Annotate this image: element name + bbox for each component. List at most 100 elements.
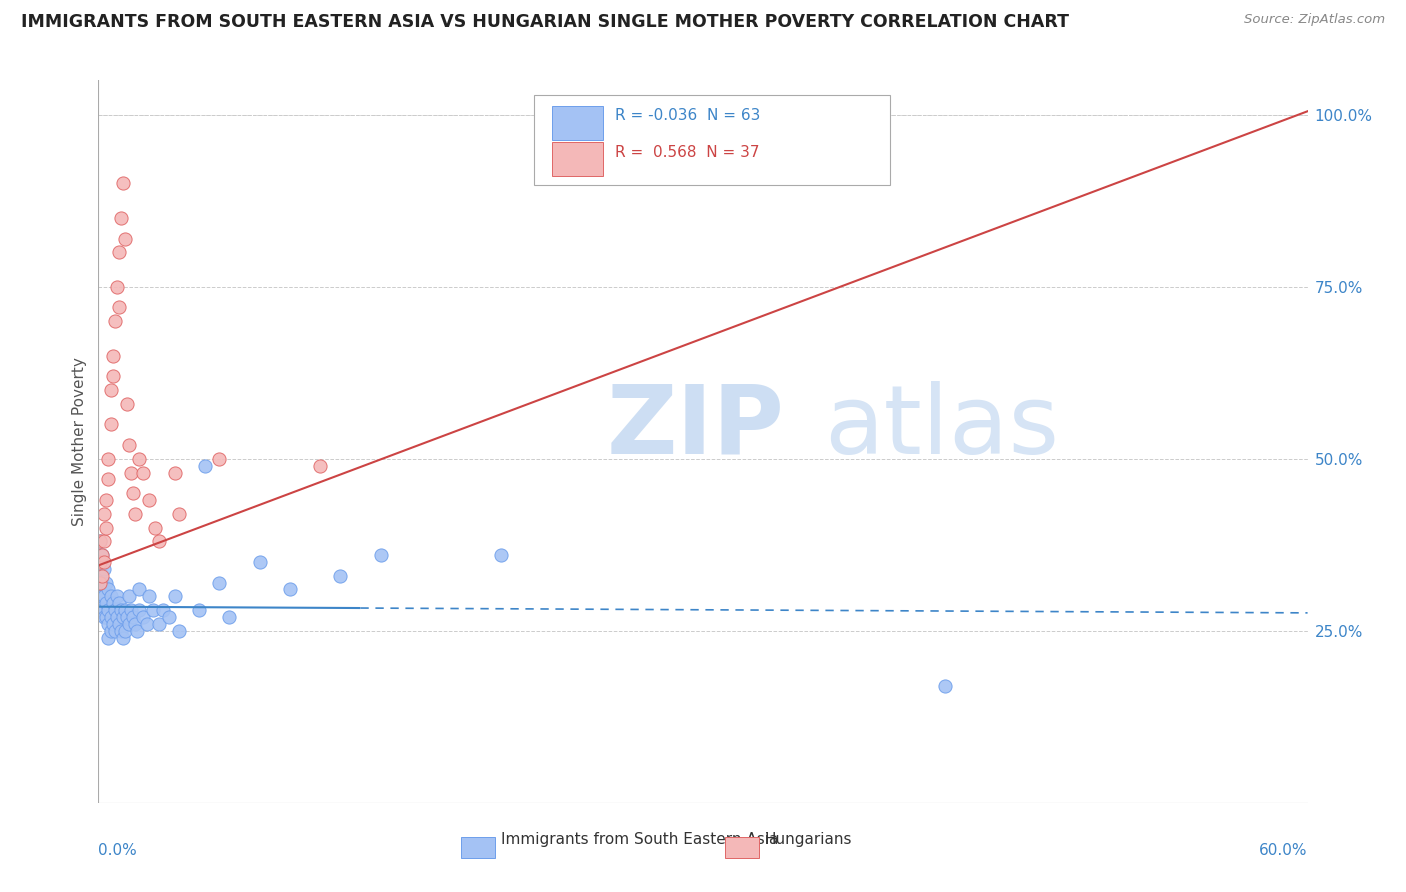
Point [89, 534, 111, 549]
Point [128, 603, 150, 617]
Point [93, 562, 115, 576]
Point [124, 507, 146, 521]
Point [370, 548, 392, 562]
Point [208, 575, 231, 590]
Point [93, 555, 115, 569]
Point [934, 679, 956, 693]
Point [309, 458, 332, 473]
Point [97, 631, 120, 645]
Point [152, 603, 174, 617]
Text: 0.0%: 0.0% [98, 843, 138, 857]
Point [143, 520, 166, 534]
Text: R = -0.036  N = 63: R = -0.036 N = 63 [614, 109, 761, 123]
Point [91, 590, 114, 604]
Point [118, 438, 141, 452]
Text: Immigrants from South Eastern Asia: Immigrants from South Eastern Asia [501, 832, 779, 847]
Point [100, 590, 122, 604]
Point [93, 507, 115, 521]
Point [111, 177, 134, 191]
Point [329, 568, 352, 582]
Point [121, 486, 143, 500]
FancyBboxPatch shape [551, 106, 603, 139]
Point [194, 458, 217, 473]
Point [89, 590, 111, 604]
Point [91, 548, 114, 562]
Point [128, 582, 150, 597]
Point [96, 520, 118, 534]
Point [118, 616, 141, 631]
Point [111, 610, 134, 624]
Point [93, 534, 115, 549]
Point [89, 555, 111, 569]
Point [128, 451, 150, 466]
Point [120, 603, 142, 617]
Point [105, 610, 128, 624]
Bar [461, 837, 495, 858]
Point [103, 624, 125, 638]
Point [89, 575, 111, 590]
Bar [724, 837, 759, 858]
Point [111, 631, 134, 645]
Point [121, 610, 143, 624]
FancyBboxPatch shape [534, 95, 890, 185]
Point [218, 610, 240, 624]
Point [163, 466, 186, 480]
Point [114, 603, 136, 617]
Point [115, 397, 138, 411]
Point [163, 590, 186, 604]
Point [97, 603, 120, 617]
Point [124, 616, 146, 631]
Text: IMMIGRANTS FROM SOUTH EASTERN ASIA VS HUNGARIAN SINGLE MOTHER POVERTY CORRELATIO: IMMIGRANTS FROM SOUTH EASTERN ASIA VS HU… [21, 13, 1069, 31]
Point [101, 349, 124, 363]
Point [249, 555, 271, 569]
Point [120, 466, 142, 480]
Point [114, 624, 136, 638]
Point [167, 624, 190, 638]
Point [278, 582, 301, 597]
Point [93, 590, 115, 604]
Point [115, 610, 138, 624]
Point [188, 603, 211, 617]
Point [138, 590, 160, 604]
Point [107, 596, 129, 610]
Point [101, 369, 124, 384]
Point [142, 603, 165, 617]
Point [100, 417, 122, 432]
Text: ZIP: ZIP [606, 381, 785, 474]
Point [105, 590, 128, 604]
Point [101, 616, 124, 631]
Point [91, 603, 114, 617]
Point [89, 562, 111, 576]
Point [105, 279, 128, 293]
Point [157, 610, 180, 624]
Point [167, 507, 190, 521]
Text: 60.0%: 60.0% [1260, 843, 1308, 857]
Point [132, 610, 155, 624]
Point [89, 575, 111, 590]
Point [110, 211, 132, 225]
Point [103, 314, 125, 328]
Point [118, 590, 141, 604]
Point [107, 245, 129, 260]
Point [96, 610, 118, 624]
Point [132, 466, 155, 480]
Point [101, 596, 124, 610]
Point [107, 616, 129, 631]
Point [100, 383, 122, 397]
Point [97, 616, 120, 631]
Point [100, 610, 122, 624]
Text: atlas: atlas [824, 381, 1059, 474]
Text: Hungarians: Hungarians [765, 832, 852, 847]
Point [93, 603, 115, 617]
Point [96, 575, 118, 590]
Point [208, 451, 231, 466]
Point [110, 624, 132, 638]
Point [100, 624, 122, 638]
Point [89, 534, 111, 549]
Point [107, 301, 129, 315]
Point [97, 582, 120, 597]
Point [96, 493, 118, 508]
Y-axis label: Single Mother Poverty: Single Mother Poverty [72, 357, 87, 526]
Point [148, 534, 170, 549]
Point [91, 575, 114, 590]
